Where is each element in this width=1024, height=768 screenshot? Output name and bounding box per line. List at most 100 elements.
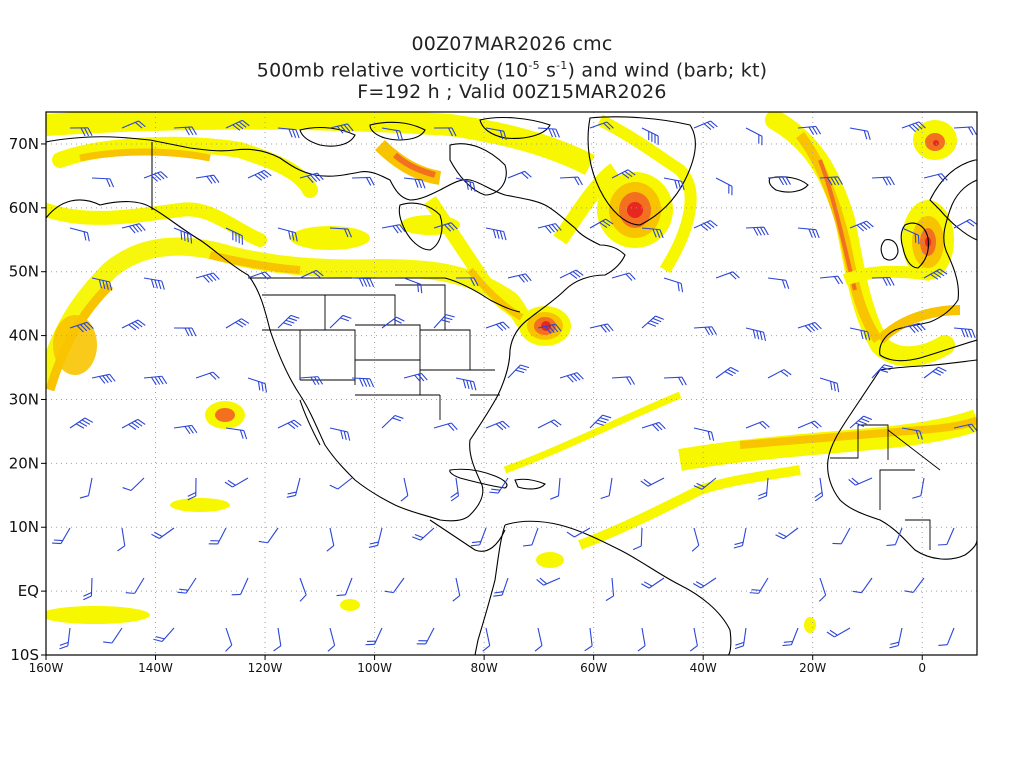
vort-band-north2-core (79, 148, 211, 162)
coast-ellesmere (479, 116, 551, 139)
wind-barb (693, 326, 717, 336)
wind-barb (600, 477, 613, 500)
vort-band-arctic-core2 (393, 152, 436, 178)
wind-barb (403, 372, 428, 383)
wind-barb (871, 277, 895, 286)
wind-barb (589, 121, 614, 130)
lat-tick-label: 30N (9, 390, 39, 408)
wind-barb (121, 319, 146, 331)
wind-barb (849, 327, 871, 341)
wind-barb (225, 119, 250, 131)
wind-barb (537, 223, 562, 234)
wind-barb (381, 224, 406, 234)
wind-barb (485, 227, 507, 241)
wind-barb (121, 120, 146, 129)
lat-tick-label: 50N (9, 263, 39, 281)
wind-barb (663, 376, 687, 386)
wind-barb (493, 577, 509, 597)
wind-barb (745, 226, 769, 236)
vort-blob-central-2 (400, 215, 460, 235)
lat-tick-label: 20N (9, 454, 39, 472)
wind-barb (121, 223, 146, 234)
title-run-line: 00Z07MAR2026 cmc (411, 33, 613, 55)
wind-barb (901, 427, 923, 440)
wind-barb (923, 366, 947, 379)
lat-tick-label: 40N (9, 327, 39, 345)
wind-barb (329, 314, 352, 329)
wind-barb (195, 174, 220, 184)
wind-barb (455, 377, 477, 391)
coast-cuba (449, 468, 508, 489)
wind-barb (537, 127, 560, 138)
vort-band-greenland (597, 114, 697, 274)
wind-barb (384, 577, 405, 594)
wind-barb (507, 170, 532, 179)
coast-central-america (429, 519, 506, 552)
wind-barb (605, 577, 615, 602)
wind-barb (901, 322, 926, 334)
wind-barb (208, 527, 227, 545)
map-title: 00Z07MAR2026 cmc 500mb relative vorticit… (0, 33, 1024, 103)
wind-barb (143, 171, 168, 182)
wind-barb (59, 627, 71, 650)
wind-barb (536, 577, 561, 586)
wind-barb (195, 371, 220, 380)
wind-barb (901, 121, 926, 133)
wind-barbs (52, 119, 977, 652)
wind-barb (641, 315, 664, 329)
wind-barb (122, 477, 145, 492)
wind-barb (611, 272, 636, 281)
wind-barb (225, 227, 243, 245)
wind-barb (611, 376, 635, 386)
wind-barb (693, 427, 715, 441)
vort-band-caribbean (503, 391, 682, 474)
wind-barb (852, 577, 873, 594)
wind-barb (819, 377, 840, 393)
wind-barb (247, 169, 272, 181)
wind-barb (745, 127, 763, 146)
wind-barb (871, 364, 893, 379)
wind-barb (848, 477, 873, 486)
wind-barb (351, 176, 375, 186)
wind-barb (326, 527, 335, 552)
wind-barb (173, 227, 193, 244)
wind-barb (641, 577, 665, 589)
wind-barb (403, 277, 423, 294)
wind-barb (381, 316, 405, 329)
lat-tick-label: 10N (9, 518, 39, 536)
wind-barb (953, 423, 977, 433)
wind-barb (433, 314, 455, 329)
coast-great-britain (900, 222, 929, 269)
vort-band-labrador (553, 163, 620, 245)
wind-barb (559, 176, 583, 186)
wind-barb (91, 277, 113, 291)
wind-barb (689, 627, 698, 652)
wind-barb (745, 327, 767, 342)
coast-europe (879, 179, 977, 362)
africa-borders (830, 424, 941, 550)
wind-barb (745, 420, 770, 430)
wind-barb (489, 477, 509, 494)
wind-barb (663, 177, 685, 191)
wind-barb (901, 227, 920, 245)
wind-barb (923, 268, 948, 280)
wind-barb (412, 527, 435, 541)
wind-barb (173, 126, 197, 136)
wind-barb (231, 577, 249, 596)
coast-hudson-bay (398, 202, 443, 251)
vort-band-arctic (46, 112, 595, 175)
wind-barb (153, 627, 175, 643)
wind-barb (225, 627, 233, 652)
wind-barb (381, 127, 403, 140)
wind-barb (797, 321, 822, 333)
wind-barb (641, 227, 664, 239)
coast-ireland (880, 239, 899, 261)
wind-barb (904, 577, 925, 593)
coast-arctic-islands-2 (369, 121, 426, 141)
us-state-borders (262, 284, 500, 420)
wind-barb (433, 127, 457, 137)
wind-barb (125, 577, 145, 594)
wind-barb (693, 120, 718, 130)
title-exponent-2: -1 (556, 59, 568, 72)
wind-barb (327, 627, 336, 652)
